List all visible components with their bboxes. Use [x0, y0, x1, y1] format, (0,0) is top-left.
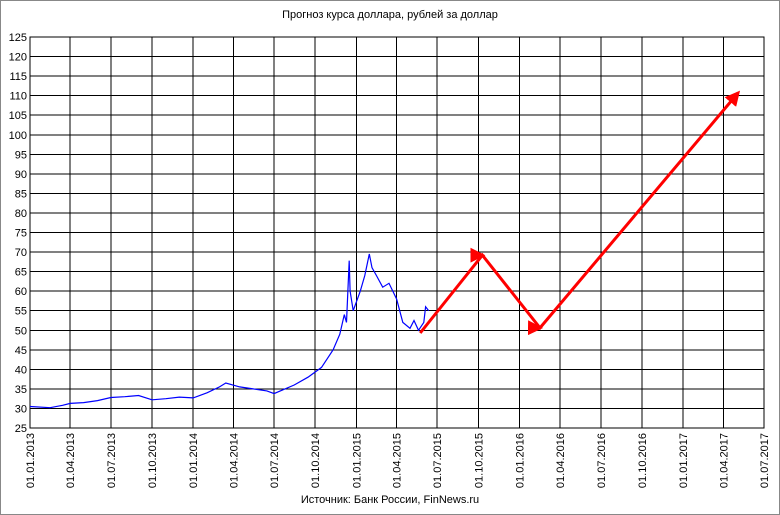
x-tick-label: 01.01.2015: [351, 433, 363, 488]
x-tick-label: 01.04.2017: [718, 433, 730, 488]
y-tick-label: 75: [15, 228, 27, 240]
source-note: Источник: Банк России, FinNews.ru: [301, 494, 479, 506]
y-tick-label: 125: [9, 32, 27, 44]
x-tick-label: 01.04.2016: [555, 433, 567, 488]
x-tick-label: 01.04.2013: [65, 433, 77, 488]
x-tick-label: 01.07.2017: [759, 433, 771, 488]
y-tick-label: 70: [15, 247, 27, 259]
x-tick-label: 01.10.2013: [147, 433, 159, 488]
rate-line: [29, 253, 430, 409]
x-tick-label: 01.10.2015: [473, 433, 485, 488]
forecast-arrow: [419, 90, 741, 336]
x-tick-label: 01.10.2014: [310, 433, 322, 488]
x-tick-label: 01.10.2016: [637, 433, 649, 488]
y-tick-label: 105: [9, 110, 27, 122]
x-tick-label: 01.07.2014: [269, 433, 281, 488]
chart-title: Прогноз курса доллара, рублей за доллар: [282, 9, 498, 21]
y-tick-label: 95: [15, 149, 27, 161]
y-tick-label: 110: [9, 91, 27, 103]
x-tick-label: 01.04.2015: [392, 433, 404, 488]
x-tick-label: 01.07.2013: [106, 433, 118, 488]
y-tick-label: 40: [15, 364, 27, 376]
y-tick-label: 50: [15, 325, 27, 337]
y-tick-label: 85: [15, 188, 27, 200]
y-tick-label: 65: [15, 267, 27, 279]
x-tick-label: 01.07.2016: [596, 433, 608, 488]
y-tick-label: 35: [15, 384, 27, 396]
y-tick-label: 55: [15, 306, 27, 318]
x-tick-label: 01.04.2014: [228, 433, 240, 488]
y-tick-label: 90: [15, 169, 27, 181]
x-tick-label: 01.01.2013: [25, 433, 37, 488]
y-tick-label: 80: [15, 208, 27, 220]
y-tick-label: 30: [15, 403, 27, 415]
x-tick-label: 01.01.2017: [678, 433, 690, 488]
x-tick-label: 01.07.2015: [432, 433, 444, 488]
y-tick-label: 25: [15, 423, 27, 435]
y-tick-label: 120: [9, 52, 27, 64]
x-tick-label: 01.01.2016: [514, 433, 526, 488]
y-tick-label: 115: [9, 71, 27, 83]
y-tick-label: 45: [15, 345, 27, 357]
y-tick-label: 60: [15, 286, 27, 298]
y-tick-label: 100: [9, 130, 27, 142]
x-tick-label: 01.01.2014: [188, 433, 200, 488]
